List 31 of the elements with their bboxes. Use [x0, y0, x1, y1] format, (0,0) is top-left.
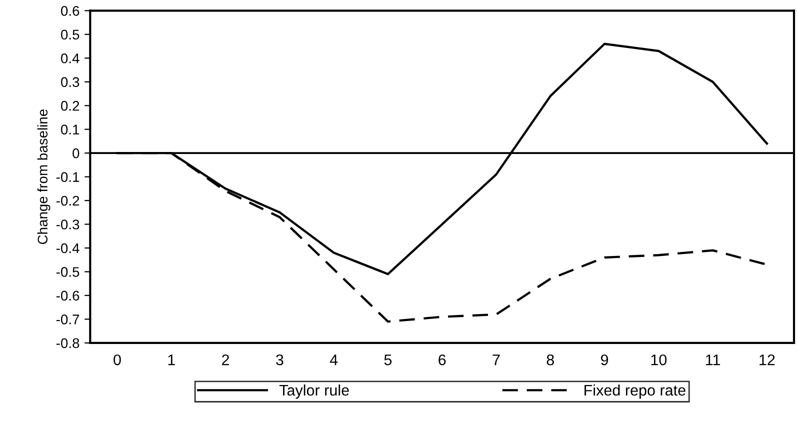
y-tick-label: 0.3 — [60, 77, 80, 88]
y-tick-label: 0 — [72, 148, 80, 158]
y-tick-label: 0.2 — [60, 100, 80, 111]
y-tick-label: -0.7 — [56, 314, 80, 324]
x-tick-label: 5 — [384, 354, 392, 366]
legend-label: Fixed repo rate — [584, 384, 686, 399]
y-tick-label: -0.4 — [56, 243, 80, 254]
x-tick-label: 2 — [222, 354, 230, 366]
x-tick-label: 4 — [330, 354, 338, 366]
y-tick-label: -0.8 — [56, 338, 80, 348]
y-tick-label: -0.1 — [56, 172, 80, 182]
x-tick-label: 12 — [760, 354, 775, 366]
y-tick-label: -0.6 — [56, 290, 80, 301]
y-tick-label: -0.2 — [56, 196, 80, 206]
y-tick-label: 0.6 — [60, 6, 80, 16]
x-tick-label: 9 — [600, 354, 608, 366]
x-tick-label: 7 — [492, 354, 500, 366]
y-tick-label: -0.5 — [56, 267, 80, 277]
x-tick-label: 6 — [438, 354, 446, 366]
y-tick-label: 0.4 — [60, 53, 80, 64]
x-tick-label: 3 — [276, 354, 284, 366]
y-tick-label: 0.5 — [60, 30, 80, 40]
x-tick-label: 10 — [651, 354, 667, 366]
y-tick-label: -0.3 — [56, 220, 80, 230]
y-tick-label: 0.1 — [60, 124, 80, 134]
x-tick-label: 8 — [546, 354, 554, 366]
legend-label: Taylor rule — [279, 384, 349, 399]
x-tick-label: 0 — [114, 354, 121, 366]
y-axis-title: Change from baseline — [37, 109, 50, 244]
x-tick-label: 1 — [168, 354, 175, 366]
x-tick-label: 11 — [706, 354, 720, 366]
